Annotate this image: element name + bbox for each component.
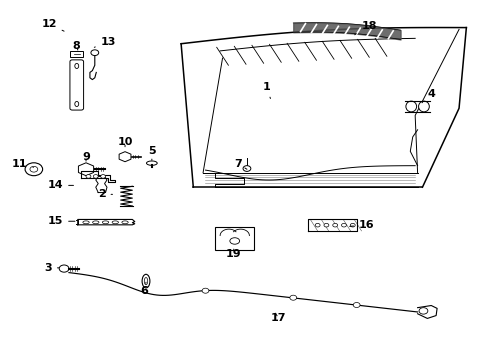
Circle shape — [91, 50, 99, 55]
FancyBboxPatch shape — [70, 60, 83, 110]
Text: 19: 19 — [225, 248, 241, 258]
Text: 11: 11 — [12, 159, 33, 169]
Circle shape — [93, 175, 98, 178]
Text: 5: 5 — [148, 146, 155, 160]
Circle shape — [30, 166, 38, 172]
Circle shape — [59, 265, 69, 272]
Circle shape — [332, 224, 337, 227]
Circle shape — [315, 224, 320, 227]
Ellipse shape — [144, 278, 147, 285]
Text: 8: 8 — [72, 41, 80, 50]
Text: 14: 14 — [47, 180, 73, 190]
Bar — [215, 226, 254, 250]
Text: 10: 10 — [117, 138, 132, 147]
Ellipse shape — [102, 221, 108, 224]
Ellipse shape — [229, 238, 239, 244]
Text: 15: 15 — [48, 216, 75, 226]
Text: 4: 4 — [421, 89, 434, 103]
Ellipse shape — [418, 101, 428, 112]
Ellipse shape — [92, 221, 99, 224]
Circle shape — [289, 295, 296, 300]
Circle shape — [86, 175, 91, 178]
Text: 16: 16 — [349, 220, 374, 230]
Text: 2: 2 — [98, 189, 112, 199]
Ellipse shape — [405, 101, 416, 112]
Circle shape — [243, 166, 250, 171]
Ellipse shape — [122, 221, 128, 224]
Ellipse shape — [75, 102, 79, 107]
Text: 18: 18 — [354, 21, 376, 35]
Circle shape — [25, 163, 42, 176]
Text: 7: 7 — [234, 159, 246, 169]
Text: 12: 12 — [41, 19, 64, 31]
Circle shape — [101, 175, 105, 178]
Text: 13: 13 — [94, 37, 116, 47]
Ellipse shape — [75, 63, 79, 68]
Ellipse shape — [142, 274, 150, 288]
Circle shape — [352, 302, 359, 307]
Text: 1: 1 — [262, 82, 270, 99]
Text: 6: 6 — [141, 282, 148, 296]
Circle shape — [341, 224, 346, 227]
Ellipse shape — [112, 221, 118, 224]
Circle shape — [324, 224, 328, 227]
Circle shape — [418, 308, 427, 314]
Ellipse shape — [82, 221, 89, 224]
Circle shape — [349, 224, 354, 227]
Text: 17: 17 — [270, 313, 286, 323]
Text: 3: 3 — [44, 263, 59, 273]
Ellipse shape — [146, 161, 157, 165]
Polygon shape — [81, 171, 115, 182]
Text: 9: 9 — [82, 152, 90, 162]
Bar — [70, 51, 82, 57]
Circle shape — [202, 288, 208, 293]
